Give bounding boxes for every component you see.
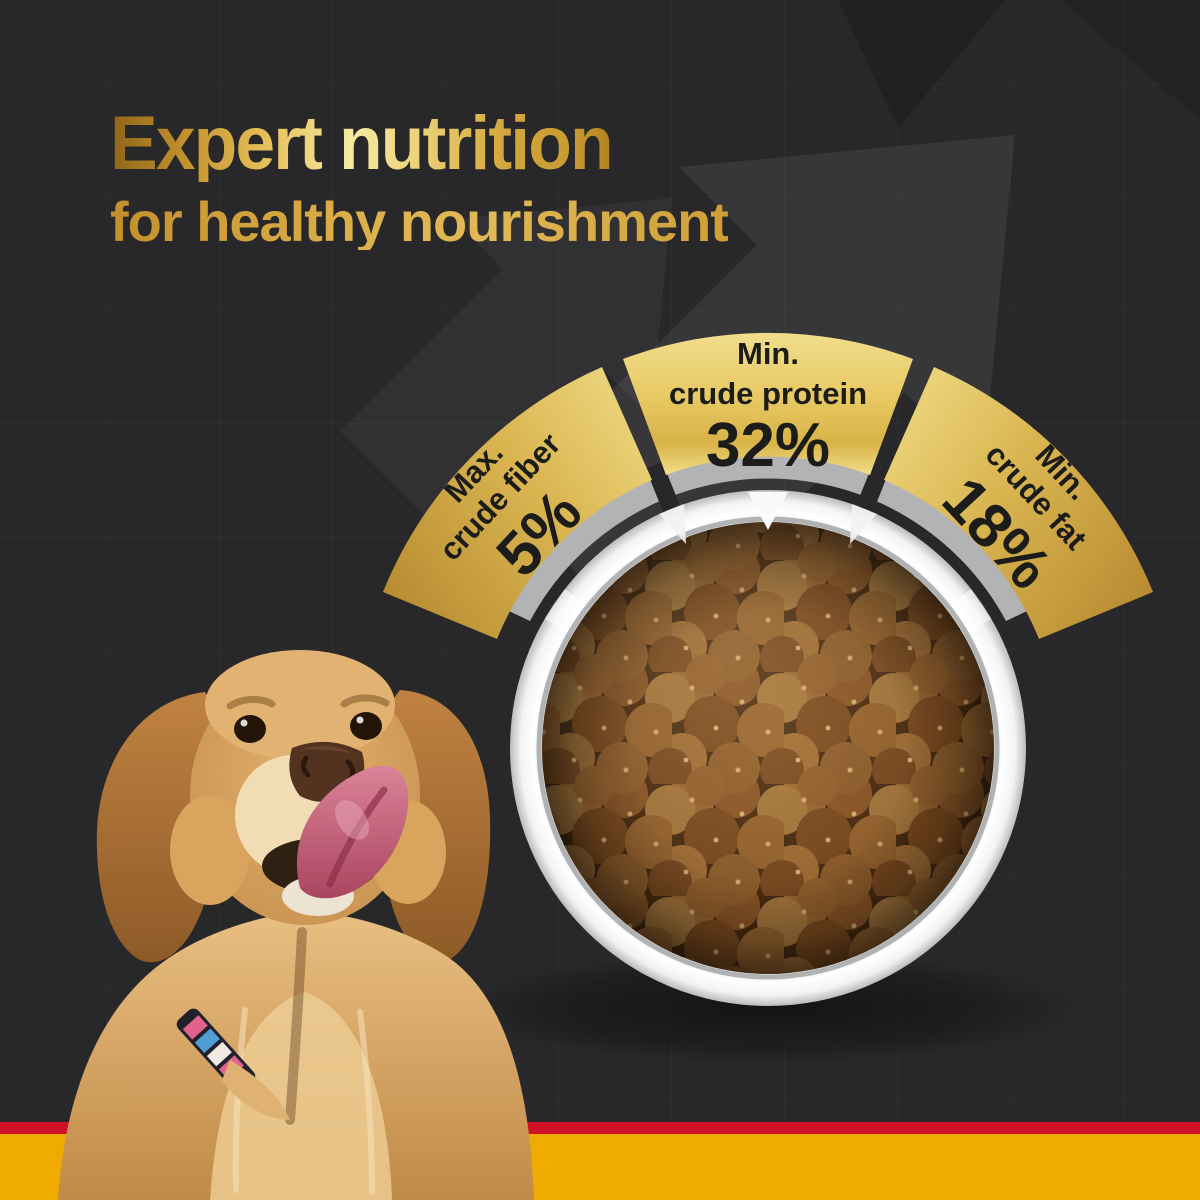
gauge-segment-protein <box>623 332 913 475</box>
dog-eye-left-glint <box>240 719 248 727</box>
dog-fur-parting <box>285 927 307 1125</box>
bowl-inner-shade <box>542 522 994 974</box>
dog-tongue-highlight <box>334 800 370 840</box>
segment-label-protein: Min. crude protein 32% <box>669 336 867 480</box>
dog-nostril-left <box>300 755 311 778</box>
dog-fur-strand-1 <box>232 1007 248 1193</box>
trend-arrow-small <box>340 198 672 530</box>
dog-brow-right <box>340 694 390 708</box>
dog-neck-fur-tuft <box>222 1060 290 1120</box>
dog-eye-left <box>234 715 266 743</box>
rim-notch-left <box>659 504 686 544</box>
gauge-segment-fiber <box>383 367 652 639</box>
dog-eye-right <box>350 712 382 740</box>
dog-tongue-crease <box>326 786 388 888</box>
rim-notch-top <box>748 492 788 530</box>
page-title: Expert nutrition <box>110 101 614 186</box>
corner-shade-right <box>1060 0 1200 120</box>
gauge-arc-underlay <box>509 454 1027 621</box>
protein-nutrient: crude protein <box>669 376 867 411</box>
dog-eye-right-glint <box>356 716 364 724</box>
dog-brow-left <box>226 695 276 710</box>
dog-nose-highlight <box>300 745 354 754</box>
bowl-shadow <box>458 953 1078 1063</box>
protein-qualifier: Min. <box>737 336 799 371</box>
protein-value: 32% <box>706 411 830 480</box>
dog-cheek-left <box>170 795 250 905</box>
dog-fur-strand-2 <box>357 1009 375 1195</box>
gauge-segment-fat <box>884 367 1153 639</box>
corner-shade-left <box>838 0 1005 128</box>
rim-notch-right <box>850 504 877 544</box>
page-subtitle: for healthy nourishment <box>110 190 729 253</box>
dog-chest <box>210 992 392 1200</box>
